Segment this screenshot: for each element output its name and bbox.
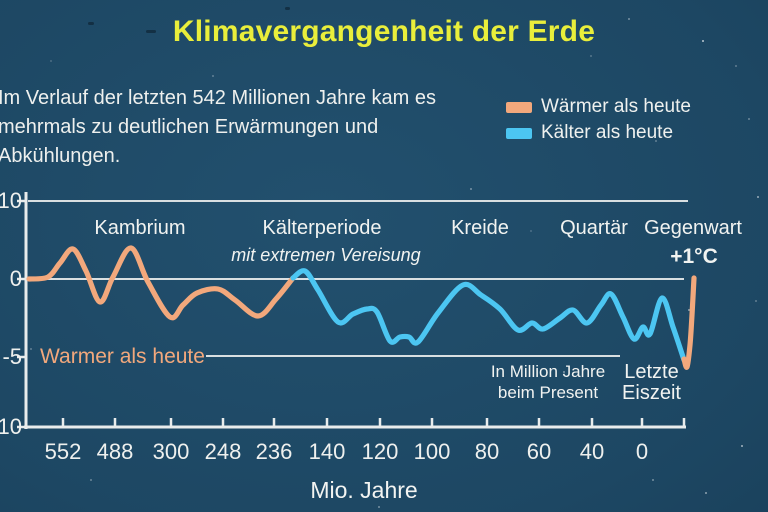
million-years-note-line2: beim Present bbox=[497, 383, 599, 402]
intro-line-2: mehrmals zu deutlichen Erwärmungen und bbox=[0, 116, 379, 138]
legend-item-warmer: Wärmer als heute bbox=[506, 96, 691, 118]
cold-color-swatch bbox=[506, 127, 532, 139]
dust-speck bbox=[285, 7, 290, 10]
dust-speck bbox=[88, 22, 94, 25]
legend-item-colder: Kälter als heute bbox=[506, 122, 691, 144]
y-axis-tick-label: 10 bbox=[0, 188, 22, 213]
x-axis-tick-label: 140 bbox=[308, 439, 346, 464]
present-temp-label: +1°C bbox=[670, 245, 718, 268]
intro-line-1: Im Verlauf der letzten 542 Millionen Jah… bbox=[0, 87, 436, 109]
y-axis-tick-label: -10 bbox=[0, 414, 22, 439]
x-axis-tick-label: 120 bbox=[361, 439, 399, 464]
x-axis-title: Mio. Jahre bbox=[310, 477, 418, 503]
intro-text: Im Verlauf der letzten 542 Millionen Jah… bbox=[0, 84, 478, 171]
warmer-note-label: Warmer als heute bbox=[40, 345, 205, 368]
x-axis-tick-label: 236 bbox=[255, 439, 293, 464]
last-ice-age-line1: Letzte bbox=[624, 361, 679, 383]
intro-line-3: Abkühlungen. bbox=[0, 145, 121, 167]
million-years-note: In Million Jahre beim Present bbox=[486, 361, 610, 403]
x-axis-tick-label: 300 bbox=[152, 439, 190, 464]
x-axis-tick-label: 40 bbox=[579, 439, 605, 464]
y-axis-tick-label: 0 bbox=[9, 266, 22, 291]
era-label-kreide: Kreide bbox=[451, 217, 509, 239]
million-years-note-line1: In Million Jahre bbox=[490, 362, 606, 381]
warm-color-swatch bbox=[506, 101, 532, 113]
era-label-quartaer: Quartär bbox=[560, 217, 628, 239]
dust-speck bbox=[146, 30, 156, 33]
x-axis-tick-label: 100 bbox=[413, 439, 451, 464]
legend: Wärmer als heute Kälter als heute bbox=[506, 96, 691, 148]
era-label-gegenwart: Gegenwart bbox=[644, 217, 742, 239]
era-sublabel-vereisung: mit extremen Vereisung bbox=[231, 245, 421, 265]
x-axis-tick-label: 0 bbox=[635, 439, 649, 464]
legend-label-colder: Kälter als heute bbox=[541, 122, 674, 143]
legend-label-warmer: Wärmer als heute bbox=[541, 96, 691, 117]
y-axis-tick-label: -5 bbox=[2, 344, 22, 369]
page-title: Klimavergangenheit der Erde bbox=[172, 15, 596, 48]
x-axis-tick-label: 60 bbox=[526, 439, 552, 464]
x-axis-tick-label: 552 bbox=[44, 439, 82, 464]
era-label-kambrium: Kambrium bbox=[94, 217, 186, 239]
x-axis-tick-label: 80 bbox=[474, 439, 500, 464]
last-ice-age-line2: Eiszeit bbox=[622, 382, 681, 404]
x-axis-tick-label: 248 bbox=[204, 439, 242, 464]
last-ice-age-label: Letzte Eiszeit bbox=[615, 362, 688, 404]
era-label-kaelterperiode: Kälterperiode bbox=[262, 217, 382, 239]
x-axis-tick-label: 488 bbox=[96, 439, 134, 464]
